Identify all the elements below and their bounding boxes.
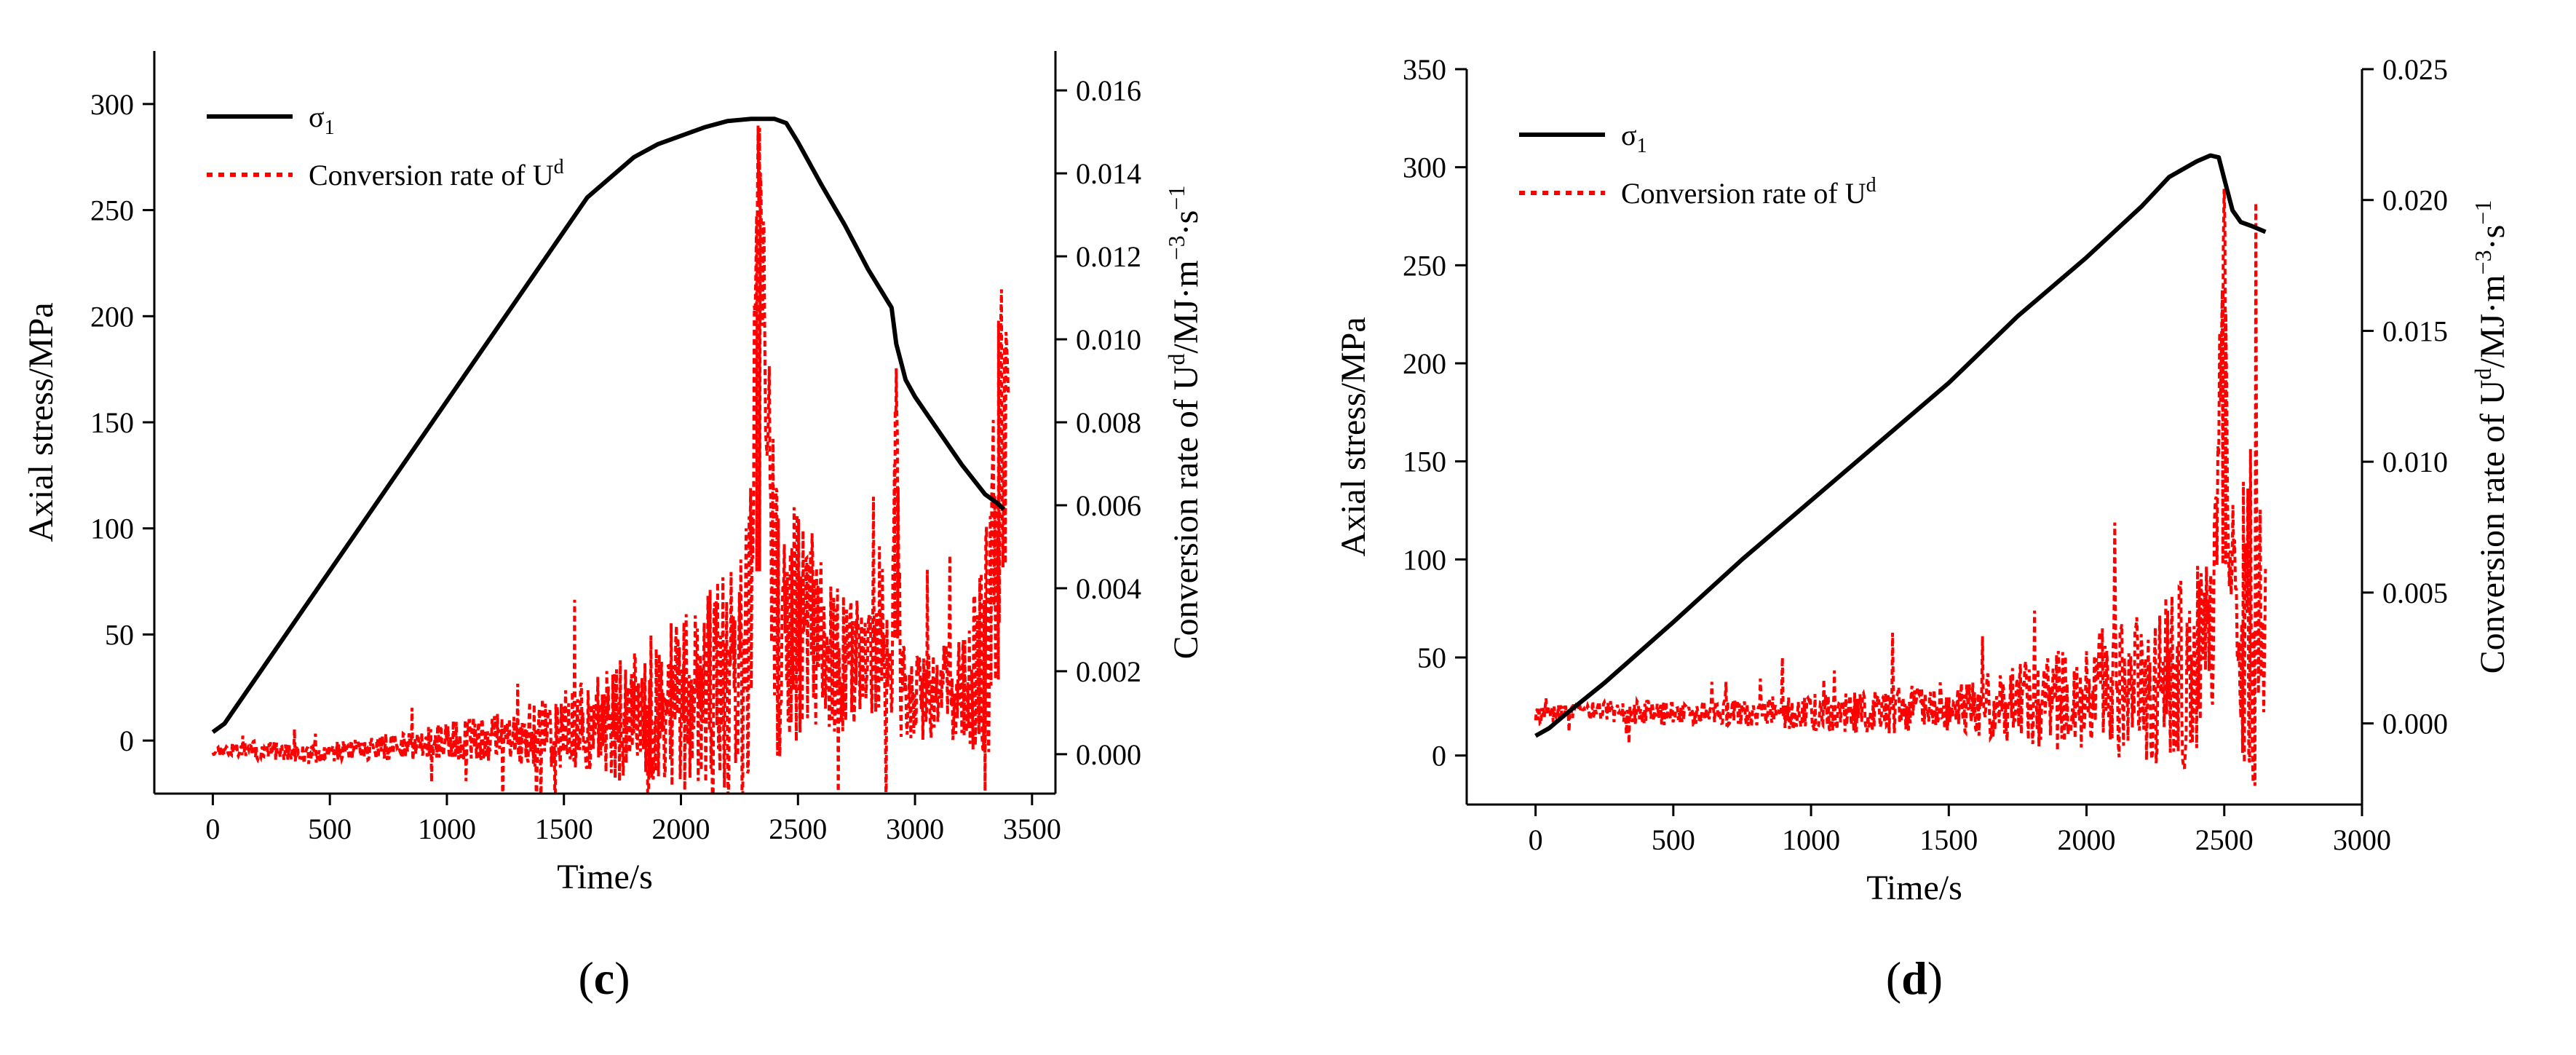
y2-tick-label: 0.012 xyxy=(1076,240,1141,273)
y2-tick-label: 0.004 xyxy=(1076,572,1141,605)
legend-sigma: σ xyxy=(1621,119,1637,151)
y2-title-part: /MJ·m xyxy=(1167,260,1205,353)
x-tick-label: 2500 xyxy=(769,813,827,845)
x-tick-label: 2500 xyxy=(2195,823,2254,856)
x-axis-title: Time/s xyxy=(557,858,653,896)
legend-rate-text: Conversion rate of U xyxy=(309,159,554,191)
legend-rate-text: Conversion rate of U xyxy=(1621,177,1866,210)
y2-tick-label: 0.006 xyxy=(1076,489,1141,522)
y-tick-label: 50 xyxy=(1417,641,1446,674)
x-tick-label: 2000 xyxy=(652,813,710,845)
panel-label-letter: d xyxy=(1901,952,1927,1004)
y2-title-sup: −1 xyxy=(1163,186,1189,210)
legend-rate-label: Conversion rate of Ud xyxy=(309,156,564,191)
legend-sigma: σ xyxy=(309,100,325,133)
y2-tick-label: 0.010 xyxy=(2382,446,2448,478)
stress-series-line xyxy=(1534,153,2267,738)
legend-stress-label: σ1 xyxy=(309,100,335,139)
rate-series-line xyxy=(1534,189,2267,786)
y2-title-part: /MJ·m xyxy=(2473,274,2512,368)
x-axis-title: Time/s xyxy=(1866,869,1962,907)
panel-label-letter: c xyxy=(594,952,614,1004)
y-tick-label: 0 xyxy=(1432,740,1446,773)
y-tick-label: 150 xyxy=(90,406,134,439)
y-tick-label: 200 xyxy=(90,300,134,333)
y-tick-label: 350 xyxy=(1403,53,1446,86)
x-tick-label: 0 xyxy=(1529,823,1543,856)
rate-series-line xyxy=(211,125,1010,794)
y-axis-title: Axial stress/MPa xyxy=(22,302,60,542)
x-tick-label: 2000 xyxy=(2058,823,2116,856)
legend-stress-label: σ1 xyxy=(1621,119,1647,157)
y2-title-sup: d xyxy=(1163,353,1189,365)
legend-sub: 1 xyxy=(325,116,335,139)
y2-tick-label: 0.015 xyxy=(2382,315,2448,347)
x-tick-label: 500 xyxy=(308,813,352,845)
y2-tick-label: 0.005 xyxy=(2382,577,2448,609)
x-tick-label: 500 xyxy=(1652,823,1695,856)
x-tick-label: 3000 xyxy=(886,813,944,845)
y-tick-label: 100 xyxy=(1403,543,1446,576)
legend-sup: d xyxy=(554,156,564,178)
y-tick-label: 200 xyxy=(1403,347,1446,380)
y2-title-sup: −3 xyxy=(1163,235,1189,260)
y2-title-sup: −1 xyxy=(2470,200,2496,225)
y-tick-label: 250 xyxy=(90,194,134,227)
y2-tick-label: 0.020 xyxy=(2382,184,2448,217)
y2-tick-label: 0.002 xyxy=(1076,655,1141,688)
x-tick-label: 0 xyxy=(205,813,220,845)
panel-label-paren: ( xyxy=(578,952,593,1004)
y2-title-sup: d xyxy=(2470,368,2496,379)
y-tick-label: 150 xyxy=(1403,446,1446,478)
y2-title-sup: −3 xyxy=(2470,250,2496,274)
x-tick-label: 3500 xyxy=(1003,813,1061,845)
y2-axis-title: Conversion rate of Ud/MJ·m−3·s−1 xyxy=(1163,186,1205,660)
panel-label-paren: ( xyxy=(1886,952,1901,1004)
y-tick-label: 300 xyxy=(1403,151,1446,184)
y2-tick-label: 0.014 xyxy=(1076,157,1141,190)
x-tick-label: 3000 xyxy=(2333,823,2391,856)
y2-tick-label: 0.008 xyxy=(1076,406,1141,439)
legend-rate-label: Conversion rate of Ud xyxy=(1621,174,1876,210)
x-tick-label: 1000 xyxy=(418,813,476,845)
y2-tick-label: 0.000 xyxy=(1076,738,1141,771)
panel-label-paren: ) xyxy=(614,952,630,1004)
y-axis-title: Axial stress/MPa xyxy=(1334,317,1373,556)
y-tick-label: 100 xyxy=(90,513,134,545)
stress-series-line xyxy=(211,116,1006,734)
y-tick-label: 300 xyxy=(90,88,134,121)
y2-axis-title: Conversion rate of Ud/MJ·m−3·s−1 xyxy=(2470,200,2512,674)
x-tick-label: 1000 xyxy=(1782,823,1840,856)
y-tick-label: 50 xyxy=(105,618,134,651)
x-tick-label: 1500 xyxy=(1919,823,1978,856)
legend-sup: d xyxy=(1866,174,1876,197)
y2-title-part: Conversion rate of U xyxy=(1167,365,1205,659)
y2-title-part: ·s xyxy=(2473,225,2512,250)
x-tick-label: 1500 xyxy=(535,813,593,845)
panel-label: (d) xyxy=(1886,952,1943,1004)
y2-tick-label: 0.000 xyxy=(2382,708,2448,740)
y2-tick-label: 0.016 xyxy=(1076,74,1141,107)
y2-tick-label: 0.025 xyxy=(2382,53,2448,86)
panel-d: 0 500 1000 1500 2000 2500 3000 0 50 100 150 200 250 3… xyxy=(1334,53,2512,1004)
y2-title-part: Conversion rate of U xyxy=(2473,379,2512,673)
y-tick-label: 250 xyxy=(1403,249,1446,282)
y2-tick-label: 0.010 xyxy=(1076,323,1141,356)
y2-title-part: ·s xyxy=(1167,210,1205,236)
panel-label-paren: ) xyxy=(1927,952,1943,1004)
y-tick-label: 0 xyxy=(119,724,134,757)
legend-sub: 1 xyxy=(1637,135,1647,157)
panel-c: 0 500 1000 1500 2000 2500 3000 3500 0 50 100 150 200… xyxy=(22,51,1205,1004)
panel-label: (c) xyxy=(578,952,630,1004)
